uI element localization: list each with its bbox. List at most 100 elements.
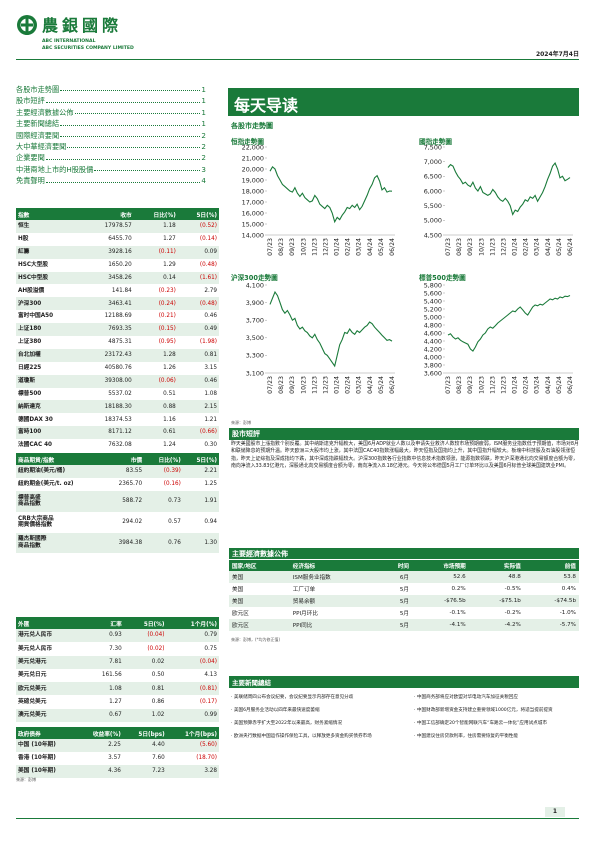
table-cell: 0.81: [123, 682, 167, 696]
table-cell: 香港 (10年期): [18, 755, 56, 762]
column-header: 5日(bps): [122, 727, 167, 739]
table-row: 美元兑日元 161.56 0.50 4.13: [16, 669, 219, 682]
toc-item[interactable]: 大中華經濟要聞 2: [16, 141, 206, 152]
table-cell: 17978.57: [81, 220, 134, 233]
table-cell: 7.81: [82, 655, 124, 669]
toc-item[interactable]: 免責聲明 4: [16, 175, 206, 186]
table-cell: 工厂订单: [292, 587, 316, 593]
column-header: 收益率(%): [76, 727, 123, 739]
column-header: 收市: [81, 208, 134, 220]
table-cell: 1.28: [133, 348, 178, 362]
table-cell: 6月: [377, 571, 413, 583]
column-header: 实际值: [468, 560, 524, 571]
table-row: 美元兑人民币 7.30 (0.02) 0.75: [16, 642, 219, 655]
csi300-chart-title: 沪深300走勢圖: [231, 274, 278, 282]
table-cell: (0.04): [166, 655, 219, 669]
x-tick-label: 03/24: [356, 238, 363, 256]
table-cell: -5.7%: [523, 619, 579, 631]
toc-leader-dots: [45, 95, 201, 103]
table-row: 德國DAX 30 18374.53 1.16 1.21: [16, 413, 219, 426]
x-tick-label: 04/24: [367, 376, 374, 394]
table-cell: 1.02: [123, 708, 167, 723]
toc-item-label: 國際經濟要聞: [16, 130, 60, 140]
x-tick-label: 04/24: [545, 376, 552, 394]
table-cell: 0.73: [144, 491, 183, 512]
table-cell: 標普500: [18, 390, 42, 397]
y-tick-label: 4,500: [424, 231, 442, 239]
toc-item-label: 主要經濟數據公佈: [16, 107, 74, 117]
x-tick-label: 09/23: [467, 376, 474, 394]
table-cell: 0.93: [82, 629, 124, 643]
toc-item[interactable]: 企業要聞 2: [16, 152, 206, 163]
econ-source-note: 來源：彭博，(*均为修正值): [231, 637, 281, 642]
table-row: 台北加權 23172.43 1.28 0.81: [16, 348, 219, 362]
toc-item[interactable]: 中港兩地上市的H股股價 3: [16, 164, 206, 175]
table-cell: 7.30: [109, 645, 122, 652]
y-tick-label: 16,000: [242, 209, 264, 217]
x-tick-label: 09/23: [289, 238, 296, 256]
y-tick-label: 5,000: [424, 217, 442, 225]
toc-item[interactable]: 各股市走勢圖 1: [16, 84, 206, 95]
toc-item[interactable]: 主要新聞總結 1: [16, 118, 206, 129]
y-tick-label: 4,200: [424, 345, 442, 353]
toc-leader-dots: [60, 130, 201, 137]
table-row: 英磅兑美元 1.27 0.86 (0.17): [16, 695, 219, 708]
toc-item[interactable]: 主要經濟數據公佈 1: [16, 107, 206, 118]
table-cell: 0.76: [144, 532, 183, 554]
toc-item-page: 1: [201, 85, 206, 94]
table-cell: 0.61: [133, 426, 178, 440]
table-cell: 美国: [229, 571, 290, 583]
x-tick-label: 07/23: [445, 376, 452, 394]
table-cell: 富時100: [16, 426, 82, 440]
y-tick-label: 22,000: [242, 143, 264, 151]
page-number: 1: [545, 807, 565, 817]
toc-item[interactable]: 國際經濟要聞 2: [16, 130, 206, 141]
x-tick-label: 07/23: [267, 238, 274, 256]
table-cell: 美国: [232, 587, 244, 593]
table-row: 日經225 40580.76 1.26 3.15: [16, 362, 219, 375]
x-tick-label: 02/24: [523, 238, 530, 256]
table-cell: AH股溢價: [18, 287, 45, 294]
news-item: · 中国商务部将应对欧盟对华电动汽车加征关税回应: [414, 695, 518, 700]
table-cell: 1.18: [133, 220, 178, 233]
x-tick-label: 06/24: [389, 376, 396, 394]
x-tick-label: 07/23: [267, 376, 274, 394]
x-tick-label: 06/24: [567, 238, 574, 256]
table-cell: 8171.12: [81, 426, 134, 440]
toc-leader-dots: [45, 152, 201, 160]
news-right-column: · 中国商务部将应对欧盟对华电动汽车加征关税回应 · 中国财政部新增资金支持建立重…: [414, 694, 579, 746]
x-tick-label: 06/24: [389, 238, 396, 256]
table-cell: (0.06): [133, 374, 178, 388]
table-cell: 7632.08: [108, 442, 132, 449]
table-cell: 7693.35: [81, 323, 134, 337]
table-cell: 0.57: [168, 518, 181, 525]
x-tick-label: 02/24: [345, 376, 352, 394]
table-header-row: 商品期貨/指數 市價 日比(%) 5日(%): [16, 453, 219, 465]
table-cell: 161.56: [101, 672, 122, 679]
toc-item-page: 1: [201, 119, 206, 129]
column-header: 商品期貨/指數: [16, 453, 104, 465]
table-cell: 法國CAC 40: [18, 442, 53, 449]
table-cell: 2.25: [76, 739, 123, 752]
table-row: 沪深300 3463.41 (0.24) (0.48): [16, 297, 219, 311]
x-tick-label: 04/24: [545, 238, 552, 256]
series-line: [269, 290, 393, 368]
x-tick-label: 03/24: [356, 376, 363, 394]
table-cell: 4.40: [122, 739, 167, 752]
table-cell: 6455.70: [108, 236, 132, 243]
toc-item[interactable]: 股市短評 1: [16, 95, 206, 106]
y-tick-label: 7,000: [424, 158, 442, 166]
table-row: 澳元兑美元 0.67 1.02 0.99: [16, 708, 219, 723]
table-cell: 52.6: [412, 571, 469, 583]
table-cell: 4.13: [204, 672, 217, 679]
table-cell: 欧元兑美元: [16, 682, 83, 696]
econ-header: 主要經濟數據公佈: [229, 548, 579, 559]
x-tick-label: 10/23: [300, 376, 307, 394]
table-cell: 1.27: [163, 236, 176, 243]
table-cell: 0.51: [163, 390, 176, 397]
table-cell: 3463.41: [81, 297, 134, 311]
x-tick-label: 11/23: [489, 376, 496, 394]
x-tick-label: 02/24: [345, 238, 352, 256]
column-header: 市價: [103, 453, 145, 465]
table-cell: (0.16): [163, 481, 181, 488]
